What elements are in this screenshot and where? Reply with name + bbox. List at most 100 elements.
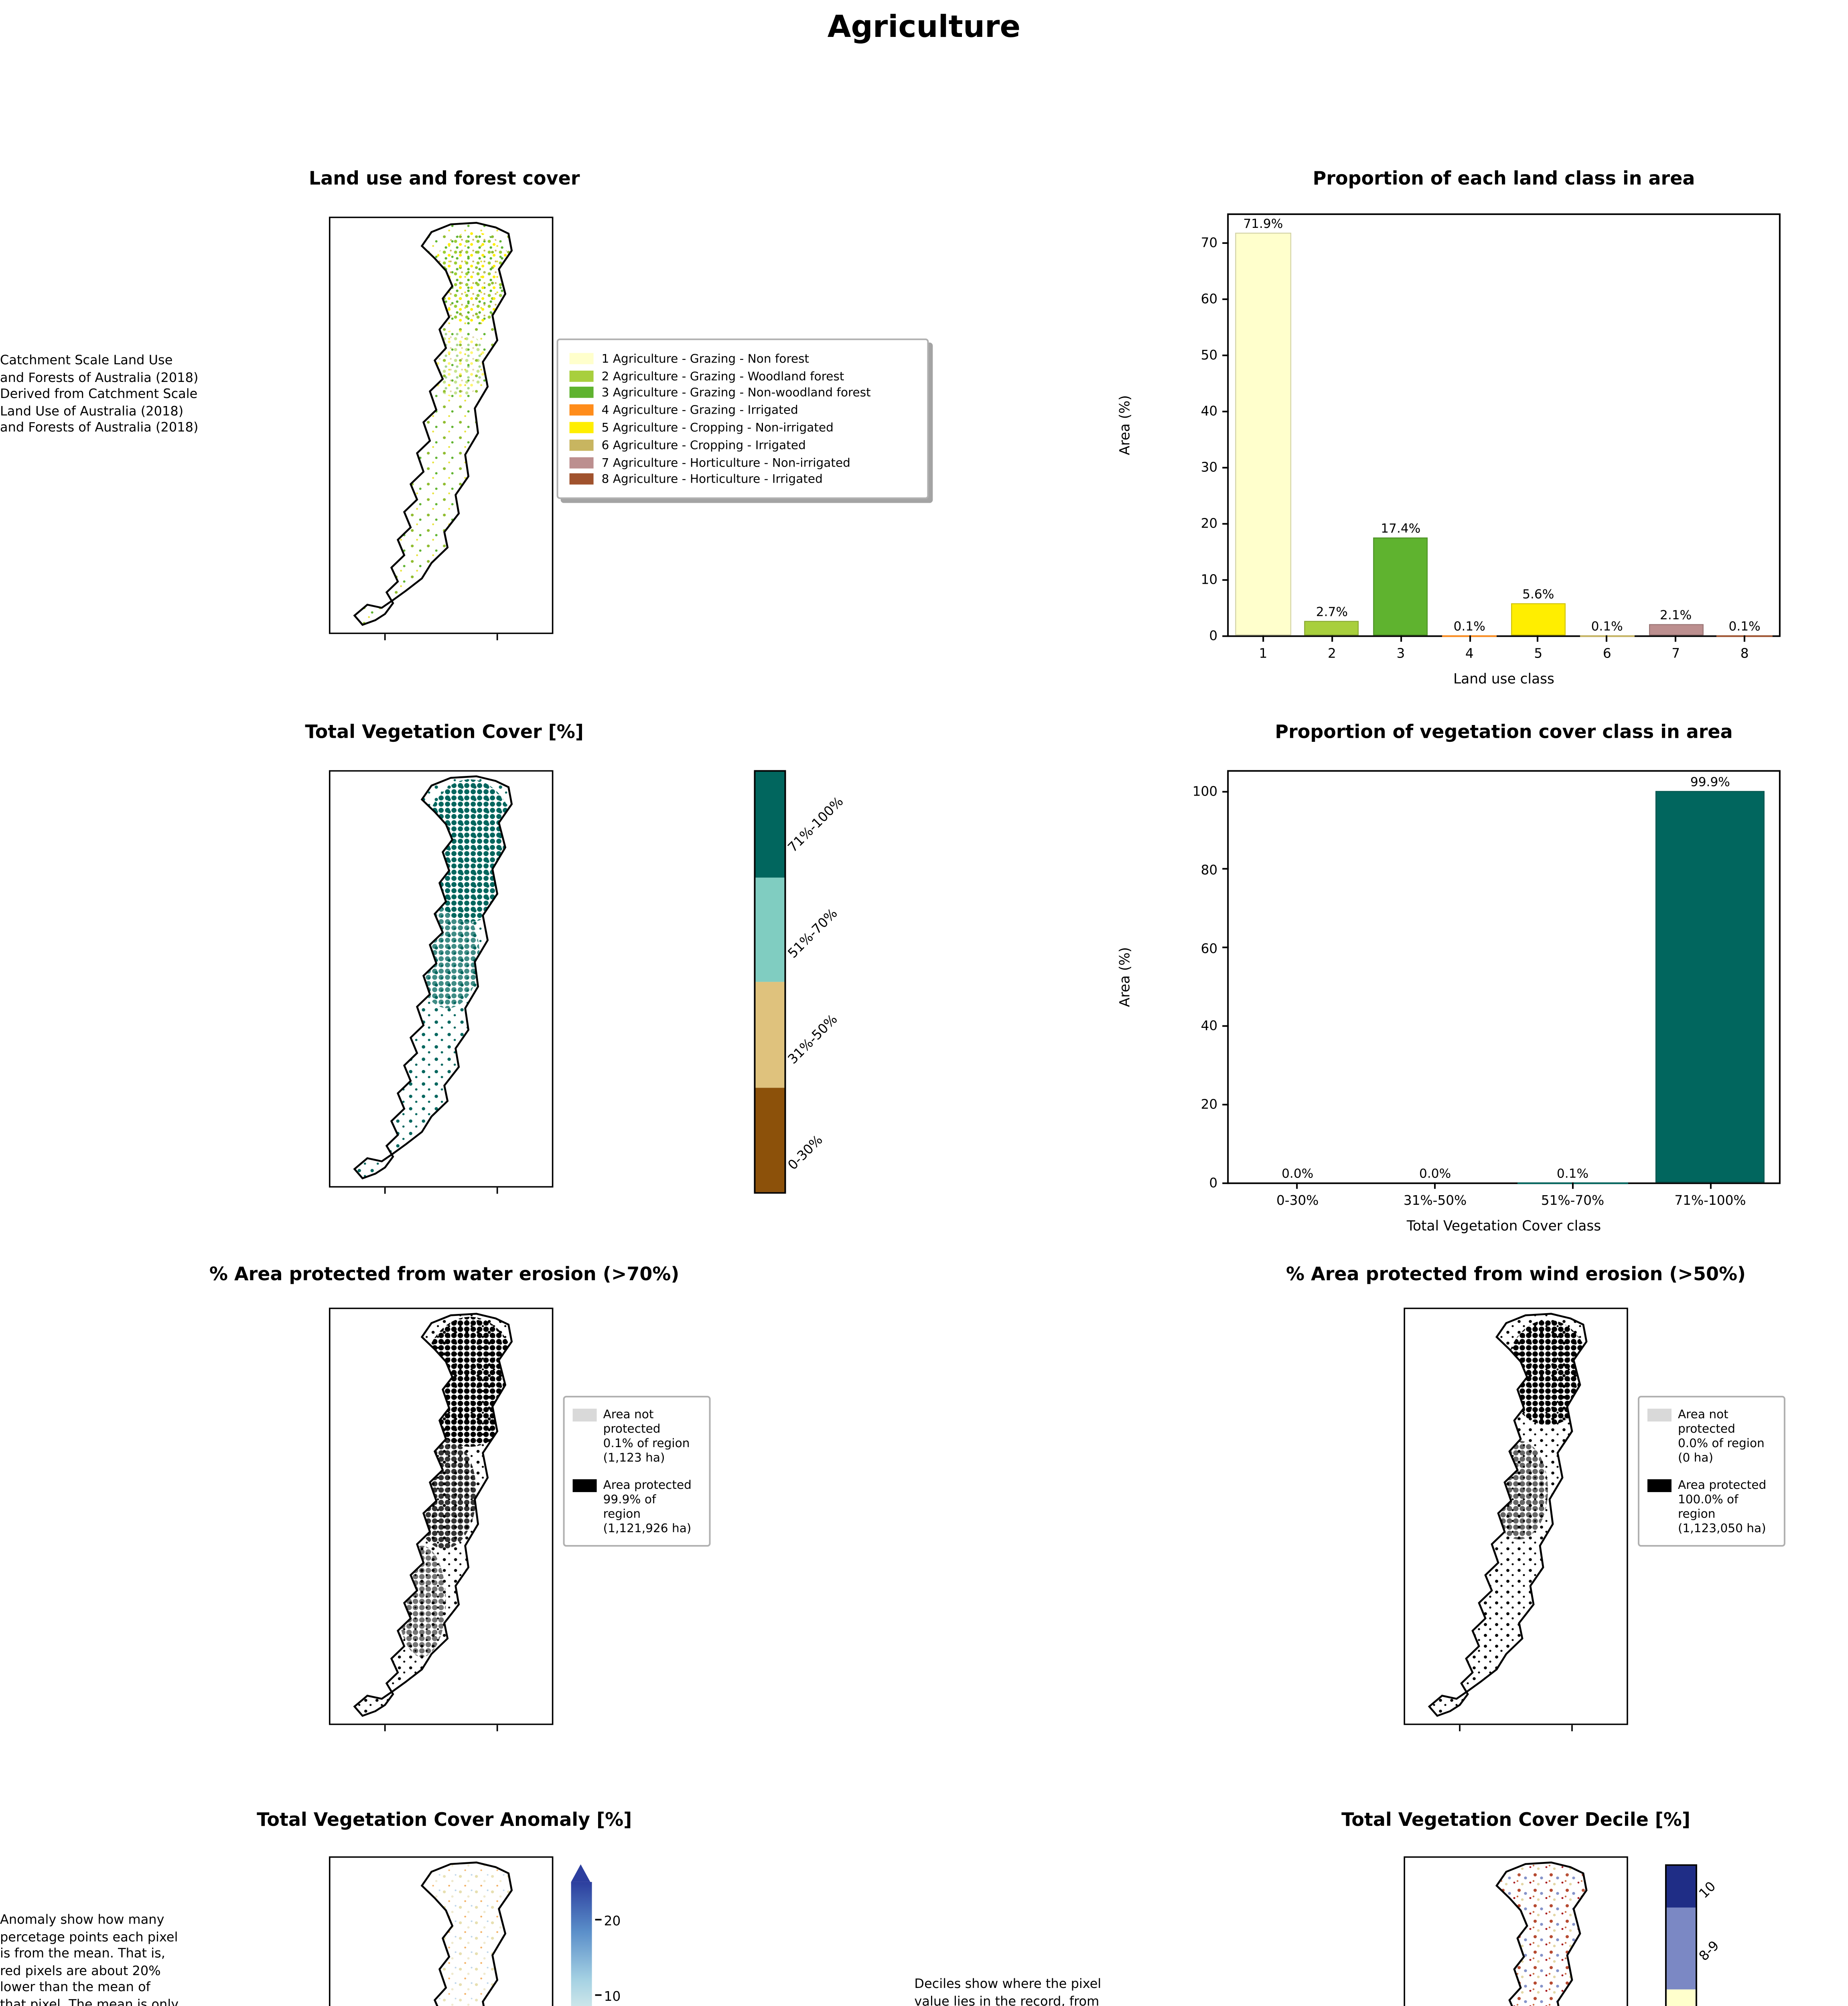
legend-label: Area not protected 0.1% of region (1,123… — [603, 1407, 690, 1465]
colorbar-segment-0-30 — [755, 1087, 785, 1192]
bar-land-class-2: 2.7% — [1304, 604, 1359, 636]
x-tick: 6 — [1573, 636, 1641, 661]
x-axis-ticks: 0-30% 31%-50% 51%-70% 71%-100% — [1229, 1182, 1779, 1208]
legend-item: 8 Agriculture - Horticulture - Irrigated — [569, 472, 916, 487]
chart2-y-axis-label: Area (%) — [1118, 947, 1134, 1007]
page-title: Agriculture — [827, 9, 1021, 45]
anomaly-colorbar — [571, 1864, 592, 2006]
decile-segment-8-9 — [1666, 1907, 1696, 1989]
legend-label: 4 Agriculture - Grazing - Irrigated — [601, 403, 798, 418]
colorbar-label: 31%-50% — [784, 1011, 840, 1067]
water-erosion-legend: Area not protected 0.1% of region (1,123… — [563, 1396, 711, 1547]
y-tick: 60 — [1155, 940, 1229, 956]
legend-label: 6 Agriculture - Cropping - Irrigated — [601, 437, 806, 452]
x-tick: 31%-50% — [1366, 1182, 1504, 1208]
legend-label: Area not protected 0.0% of region (0 ha) — [1678, 1407, 1765, 1465]
legend-label: 3 Agriculture - Grazing - Non-woodland f… — [601, 386, 871, 400]
land-class-chart-plot: 0 10 20 30 40 50 60 70 71.9% 2.7% 17.4% … — [1201, 213, 1781, 661]
wind-erosion-legend: Area not protected 0.0% of region (0 ha)… — [1637, 1396, 1785, 1547]
legend-swatch — [569, 457, 594, 468]
bar-value-label: 99.9% — [1690, 776, 1730, 790]
colorbar-label: 51%-70% — [784, 905, 840, 961]
y-tick: 40 — [1155, 403, 1229, 419]
colorbar-segment-31-50 — [755, 982, 785, 1087]
legend-swatch — [569, 422, 594, 433]
decile-segment-4-7 — [1666, 1989, 1696, 2006]
panel-title-land-use: Land use and forest cover — [308, 166, 580, 189]
panel-title-veg-cover: Total Vegetation Cover [%] — [305, 720, 584, 743]
y-tick: 0 — [1155, 627, 1229, 644]
colorbar-label: 8-9 — [1695, 1937, 1722, 1964]
x-tick: 7 — [1641, 636, 1710, 661]
veg-class-chart-plot: 0 20 40 60 80 100 0.0% 0.0% 0.1% 99.9% 0… — [1193, 770, 1781, 1208]
x-tick: 71%-100% — [1641, 1182, 1779, 1208]
colorbar-gradient — [571, 1882, 592, 2006]
colorbar-label: 0-30% — [784, 1131, 826, 1173]
water-erosion-map — [329, 1308, 554, 1732]
chart1-y-axis-label: Area (%) — [1118, 395, 1134, 455]
legend-swatch-not-protected — [1647, 1409, 1672, 1422]
decile-note: Deciles show where the pixel value lies … — [914, 1976, 1101, 2006]
panel-title-wind-erosion: % Area protected from wind erosion (>50%… — [1286, 1263, 1746, 1285]
legend-item: 2 Agriculture - Grazing - Woodland fores… — [569, 368, 916, 383]
colorbar-segment-51-70 — [755, 877, 785, 982]
x-tick: 0-30% — [1229, 1182, 1366, 1208]
bar-slot: 0.1% — [1435, 215, 1504, 636]
legend-item: Area not protected 0.0% of region (0 ha) — [1647, 1407, 1776, 1465]
panel-title-land-class-chart: Proportion of each land class in area — [1312, 166, 1695, 189]
legend-item: 4 Agriculture - Grazing - Irrigated — [569, 403, 916, 418]
legend-item: Area protected 100.0% of region (1,123,0… — [1647, 1478, 1776, 1536]
bar-series: 71.9% 2.7% 17.4% 0.1% 5.6% 0.1% 2.1% 0.1… — [1229, 215, 1779, 636]
legend-item: Area not protected 0.1% of region (1,123… — [572, 1407, 701, 1465]
x-axis-ticks: 1 2 3 4 5 6 7 8 — [1229, 636, 1779, 661]
bar-slot: 5.6% — [1504, 215, 1572, 636]
bar-slot: 0.1% — [1710, 215, 1779, 636]
land-use-legend: 1 Agriculture - Grazing - Non forest 2 A… — [556, 338, 929, 499]
y-tick: 100 — [1155, 783, 1229, 799]
bar-value-label: 5.6% — [1522, 588, 1554, 603]
y-tick: 20 — [1155, 1096, 1229, 1112]
x-tick: 5 — [1504, 636, 1572, 661]
y-tick: 10 — [1155, 571, 1229, 587]
anomaly-tick: 20 — [595, 1912, 621, 1928]
colorbar-segment-71-100 — [755, 772, 785, 877]
x-tick: 51%-70% — [1504, 1182, 1641, 1208]
legend-label: Area protected 100.0% of region (1,123,0… — [1678, 1478, 1767, 1536]
legend-swatch — [569, 387, 594, 399]
legend-swatch-not-protected — [572, 1409, 597, 1422]
legend-item: 5 Agriculture - Cropping - Non-irrigated — [569, 420, 916, 435]
legend-item: 7 Agriculture - Horticulture - Non-irrig… — [569, 455, 916, 469]
veg-cover-colorbar — [754, 770, 786, 1194]
y-tick: 80 — [1155, 861, 1229, 877]
bar-slot: 0.0% — [1229, 772, 1366, 1183]
legend-item: 1 Agriculture - Grazing - Non forest — [569, 351, 916, 365]
chart1-x-axis-label: Land use class — [1453, 672, 1554, 688]
legend-swatch-protected — [1647, 1479, 1672, 1492]
x-tick: 2 — [1298, 636, 1366, 661]
bar-value-label: 0.1% — [1591, 619, 1623, 633]
bar-land-class-3: 17.4% — [1373, 522, 1428, 636]
panel-title-water-erosion: % Area protected from water erosion (>70… — [209, 1263, 680, 1285]
bar-value-label: 71.9% — [1243, 216, 1283, 231]
legend-label: 2 Agriculture - Grazing - Woodland fores… — [601, 368, 844, 383]
y-tick: 40 — [1155, 1018, 1229, 1034]
legend-label: 5 Agriculture - Cropping - Non-irrigated — [601, 420, 834, 435]
bar-value-label: 17.4% — [1381, 522, 1421, 536]
bar-value-label: 0.1% — [1556, 1166, 1589, 1181]
legend-label: 8 Agriculture - Horticulture - Irrigated — [601, 472, 823, 487]
bar-slot: 99.9% — [1641, 772, 1779, 1183]
panel-title-decile: Total Vegetation Cover Decile [%] — [1341, 1808, 1690, 1831]
anomaly-note: Anomaly show how many percetage points e… — [0, 1912, 179, 2006]
legend-swatch — [569, 370, 594, 382]
bar-slot: 2.1% — [1641, 215, 1710, 636]
bar-value-label: 0.0% — [1419, 1166, 1451, 1181]
decile-map — [1404, 1856, 1628, 2006]
legend-swatch — [569, 439, 594, 451]
anomaly-map — [329, 1856, 554, 2006]
bar-value-label: 2.1% — [1660, 607, 1692, 622]
y-tick: 20 — [1155, 515, 1229, 531]
bar-slot: 2.7% — [1298, 215, 1366, 636]
bar-slot: 0.1% — [1504, 772, 1641, 1183]
decile-colorbar — [1665, 1864, 1697, 2006]
